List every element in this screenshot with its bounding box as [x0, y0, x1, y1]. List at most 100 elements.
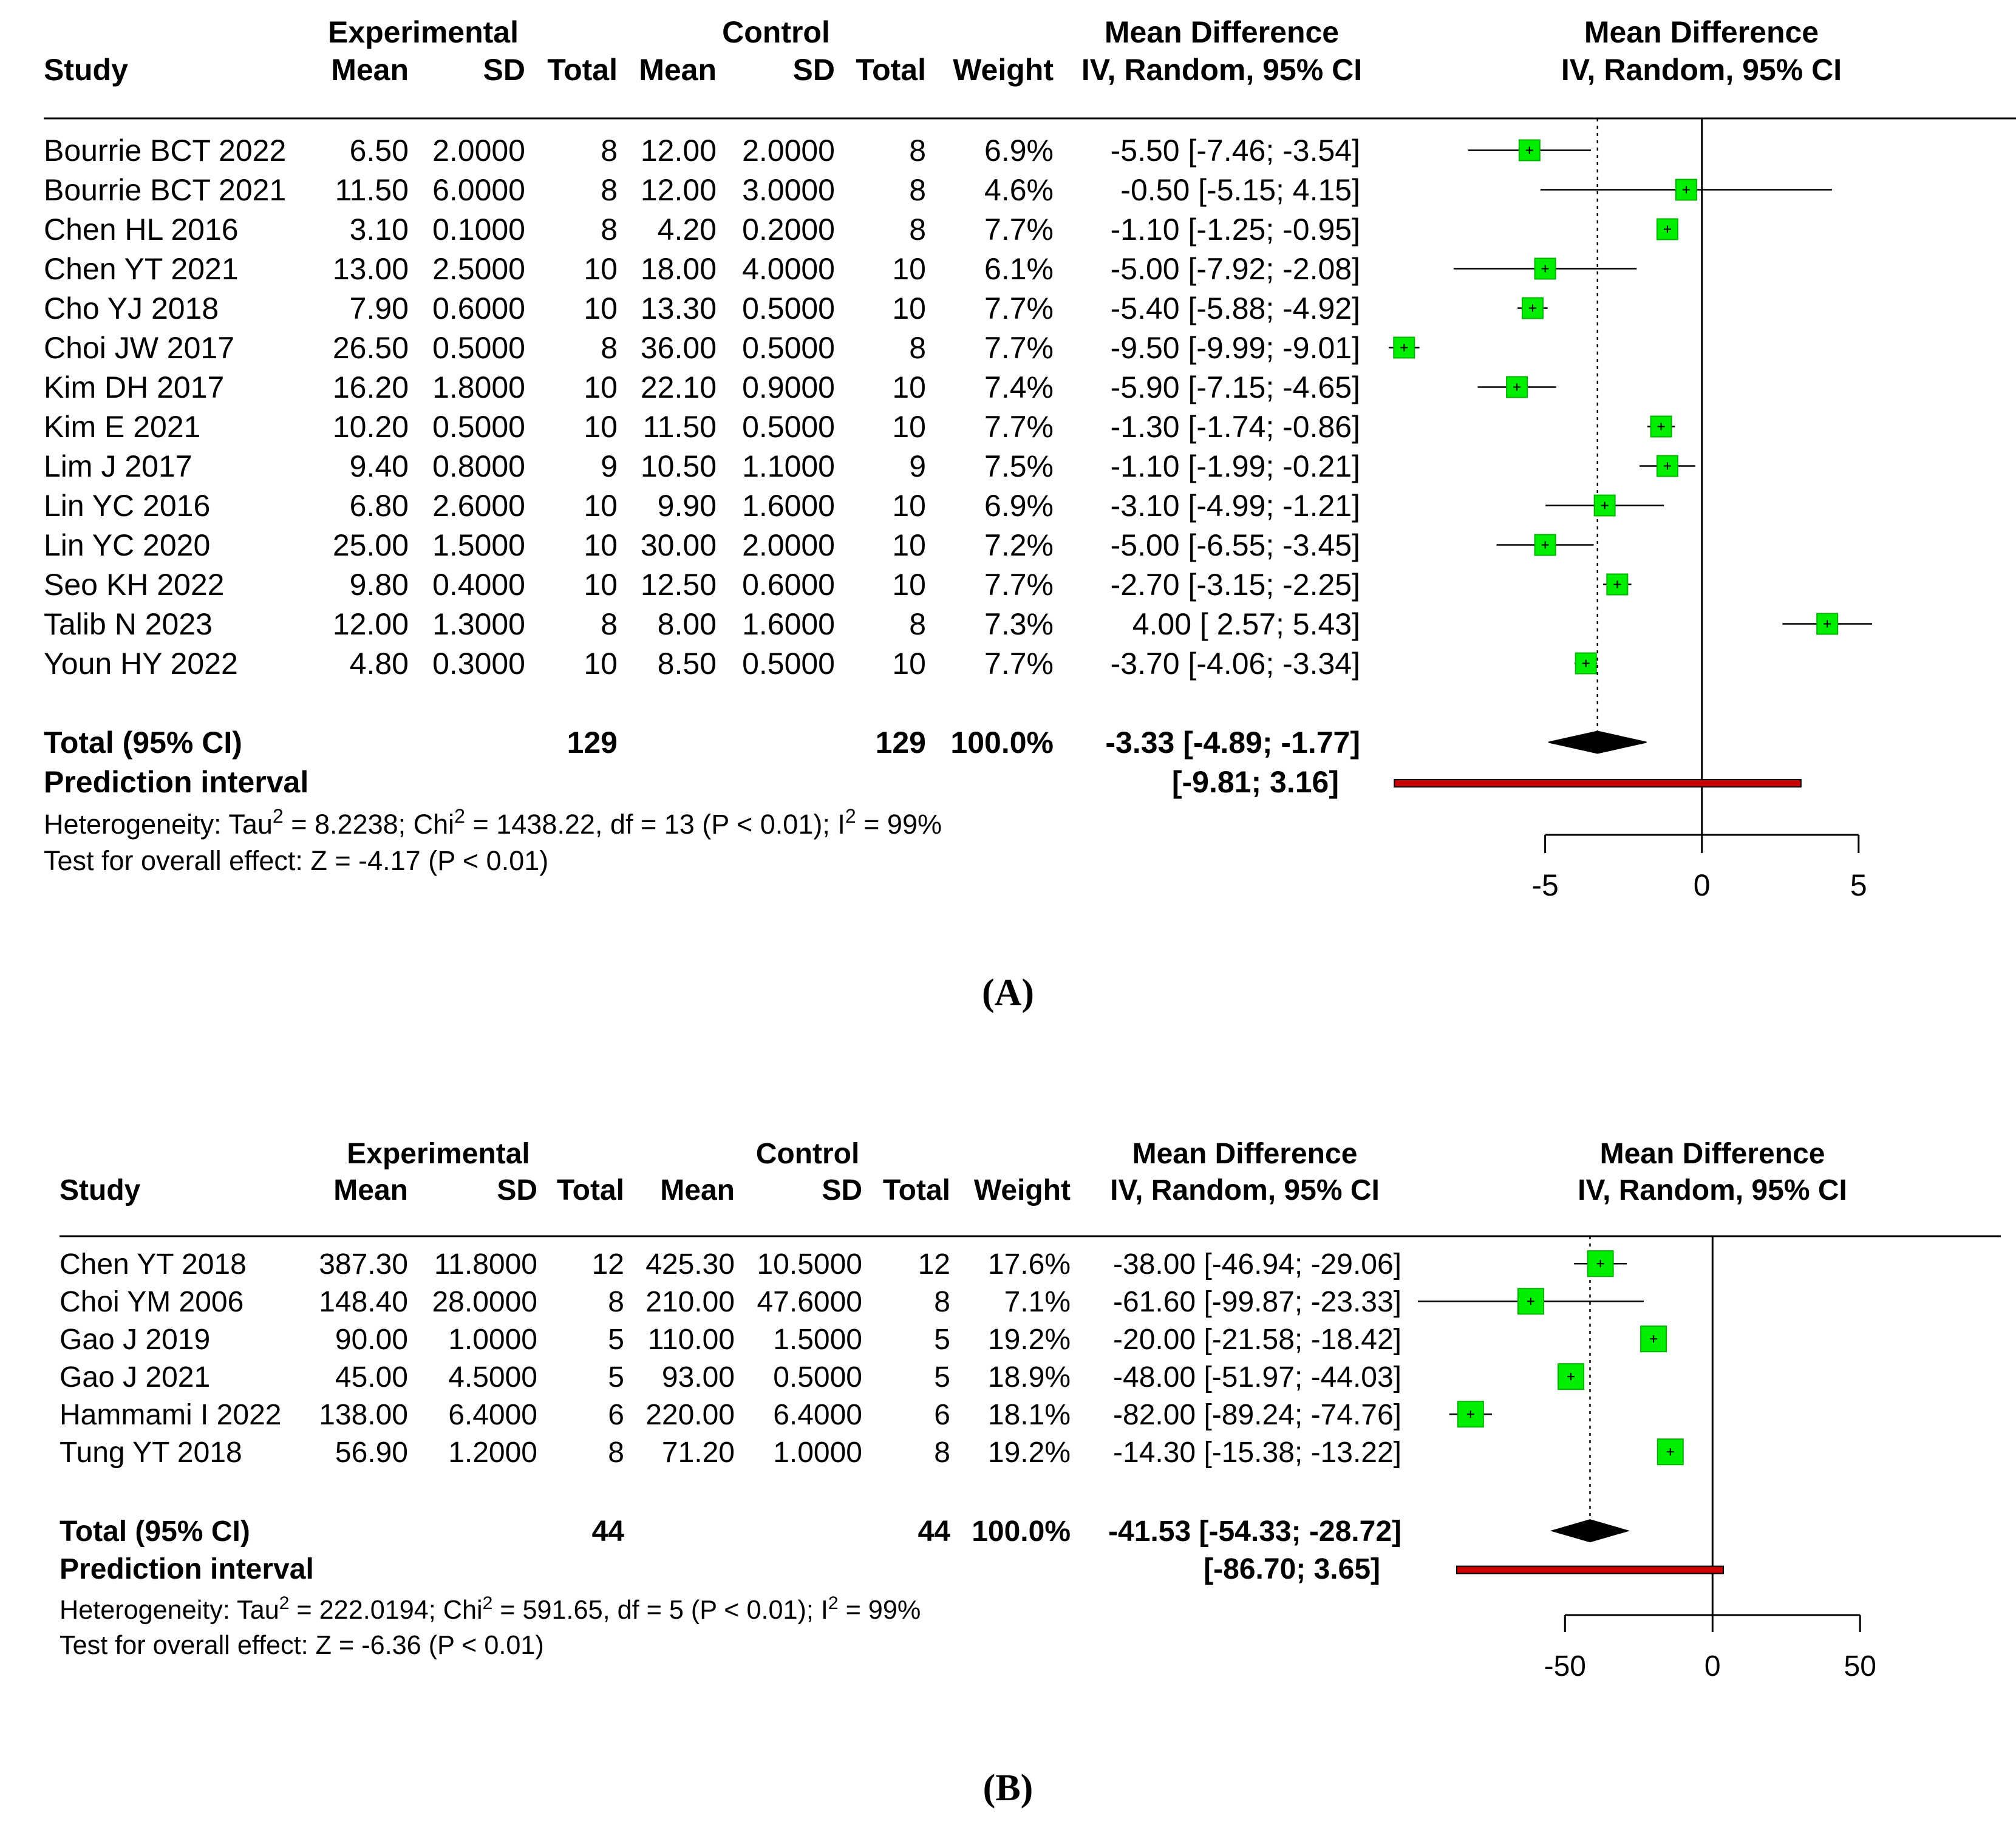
study-row: Seo KH 2022 9.80 0.4000 10 12.50 0.6000 10 7.7%…	[44, 568, 1632, 602]
exp-sd: 0.3000	[432, 647, 525, 681]
exp-sd: 0.5000	[432, 331, 525, 365]
ctl-total: 8	[909, 173, 926, 207]
exp-total: 8	[601, 607, 618, 641]
summary-diamond	[1550, 1519, 1630, 1543]
study-name: Lin YC 2016	[44, 489, 210, 523]
mean-difference-ci: -5.50 [-7.46; -3.54]	[1111, 134, 1360, 168]
study-name: Lim J 2017	[44, 449, 192, 483]
ctl-sd: 0.5000	[773, 1361, 862, 1393]
exp-total: 5	[608, 1324, 624, 1356]
exp-sd: 6.4000	[448, 1399, 537, 1431]
weight: 7.1%	[1004, 1286, 1071, 1318]
ctl-sd: 2.0000	[742, 134, 835, 168]
total-ctl-n: 129	[876, 726, 926, 760]
exp-mean: 16.20	[333, 370, 409, 404]
exp-total: 8	[601, 134, 618, 168]
control-group-header: Control	[722, 15, 830, 49]
weight-header: Weight	[974, 1174, 1071, 1206]
study-name: Hammami I 2022	[60, 1399, 281, 1431]
exp-total: 12	[592, 1248, 624, 1281]
study-column-header: Study	[44, 53, 128, 87]
plot-ci-header: IV, Random, 95% CI	[1578, 1174, 1847, 1206]
exp-mean: 3.10	[350, 213, 409, 247]
exp-total-header: Total	[557, 1174, 624, 1206]
total-row: Total (95% CI) 44 44 100.0% -41.53 [-54.33; …	[60, 1515, 1630, 1548]
ctl-mean: 12.00	[641, 134, 717, 168]
x-tick-label: 50	[1844, 1650, 1876, 1682]
ctl-total: 8	[909, 331, 926, 365]
ctl-total: 10	[892, 489, 926, 523]
weight: 7.7%	[984, 568, 1054, 602]
exp-mean-header: Mean	[331, 53, 409, 87]
ctl-sd: 4.0000	[742, 252, 835, 286]
mean-difference-ci: -14.30 [-15.38; -13.22]	[1113, 1437, 1401, 1469]
ctl-sd: 0.5000	[742, 410, 835, 444]
exp-sd: 1.3000	[432, 607, 525, 641]
study-name: Chen HL 2016	[44, 213, 239, 247]
exp-total: 6	[608, 1399, 624, 1431]
ctl-total: 8	[909, 607, 926, 641]
weight-header: Weight	[953, 53, 1054, 87]
plot-ci-header: IV, Random, 95% CI	[1561, 53, 1842, 87]
ctl-total: 10	[892, 410, 926, 444]
control-group-header: Control	[756, 1138, 860, 1170]
ctl-sd: 1.6000	[742, 607, 835, 641]
ctl-mean: 12.00	[641, 173, 717, 207]
exp-total: 10	[584, 528, 618, 562]
total-weight: 100.0%	[950, 726, 1054, 760]
exp-total: 5	[608, 1361, 624, 1393]
ctl-sd: 10.5000	[757, 1248, 862, 1281]
mean-difference-ci: -48.00 [-51.97; -44.03]	[1113, 1361, 1401, 1393]
exp-mean: 148.40	[319, 1286, 408, 1318]
exp-total-header: Total	[547, 53, 618, 87]
mean-difference-ci: -3.70 [-4.06; -3.34]	[1111, 647, 1360, 681]
exp-sd: 11.8000	[434, 1248, 537, 1281]
ctl-sd: 0.6000	[742, 568, 835, 602]
ctl-sd: 1.5000	[773, 1324, 862, 1356]
heterogeneity-text: Heterogeneity: Tau2 = 8.2238; Chi2 = 143…	[44, 805, 942, 840]
mean-difference-ci: -1.10 [-1.99; -0.21]	[1111, 449, 1360, 483]
weight: 19.2%	[988, 1324, 1071, 1356]
x-axis: -5 0 5	[1531, 834, 1867, 902]
ctl-total: 5	[934, 1361, 950, 1393]
exp-mean: 9.40	[350, 449, 409, 483]
ctl-sd: 1.0000	[773, 1437, 862, 1469]
ctl-total-header: Total	[856, 53, 926, 87]
weight: 7.3%	[984, 607, 1054, 641]
heterogeneity-text: Heterogeneity: Tau2 = 222.0194; Chi2 = 5…	[60, 1593, 921, 1625]
total-ctl-n: 44	[918, 1515, 951, 1548]
mean-difference-ci: -5.40 [-5.88; -4.92]	[1111, 291, 1360, 325]
weight: 7.5%	[984, 449, 1054, 483]
mean-difference-ci: -82.00 [-89.24; -74.76]	[1113, 1399, 1401, 1431]
ctl-mean: 8.50	[658, 647, 717, 681]
mean-difference-ci: -5.00 [-6.55; -3.45]	[1111, 528, 1360, 562]
weight: 4.6%	[984, 173, 1054, 207]
study-row: Lin YC 2020 25.00 1.5000 10 30.00 2.0000 10 7.2…	[44, 528, 1594, 562]
experimental-group-header: Experimental	[328, 15, 519, 49]
ctl-sd: 1.1000	[742, 449, 835, 483]
ctl-mean: 71.20	[662, 1437, 735, 1469]
ctl-mean-header: Mean	[639, 53, 717, 87]
weight: 6.9%	[984, 134, 1054, 168]
exp-total: 8	[601, 331, 618, 365]
ctl-total: 10	[892, 647, 926, 681]
ctl-total: 8	[934, 1286, 950, 1318]
exp-total: 8	[601, 173, 618, 207]
x-tick-label: 0	[1704, 1650, 1721, 1682]
exp-sd: 1.0000	[448, 1324, 537, 1356]
study-row: Choi JW 2017 26.50 0.5000 8 36.00 0.5000 8 7.7%…	[44, 331, 1420, 365]
mean-difference-ci: -20.00 [-21.58; -18.42]	[1113, 1324, 1401, 1356]
mean-difference-ci: -0.50 [-5.15; 4.15]	[1120, 173, 1360, 207]
total-ci: -3.33 [-4.89; -1.77]	[1105, 726, 1360, 760]
exp-mean: 13.00	[333, 252, 409, 286]
weight: 7.2%	[984, 528, 1054, 562]
forest-plot-B: Experimental Control Mean Difference Mean D…	[60, 1138, 2001, 1682]
exp-mean: 25.00	[333, 528, 409, 562]
exp-sd: 6.0000	[432, 173, 525, 207]
ctl-total: 10	[892, 252, 926, 286]
mean-difference-ci: -1.10 [-1.25; -0.95]	[1111, 213, 1360, 247]
mean-difference-ci: -61.60 [-99.87; -23.33]	[1113, 1286, 1401, 1318]
exp-total: 10	[584, 410, 618, 444]
ctl-mean: 11.50	[643, 410, 717, 444]
